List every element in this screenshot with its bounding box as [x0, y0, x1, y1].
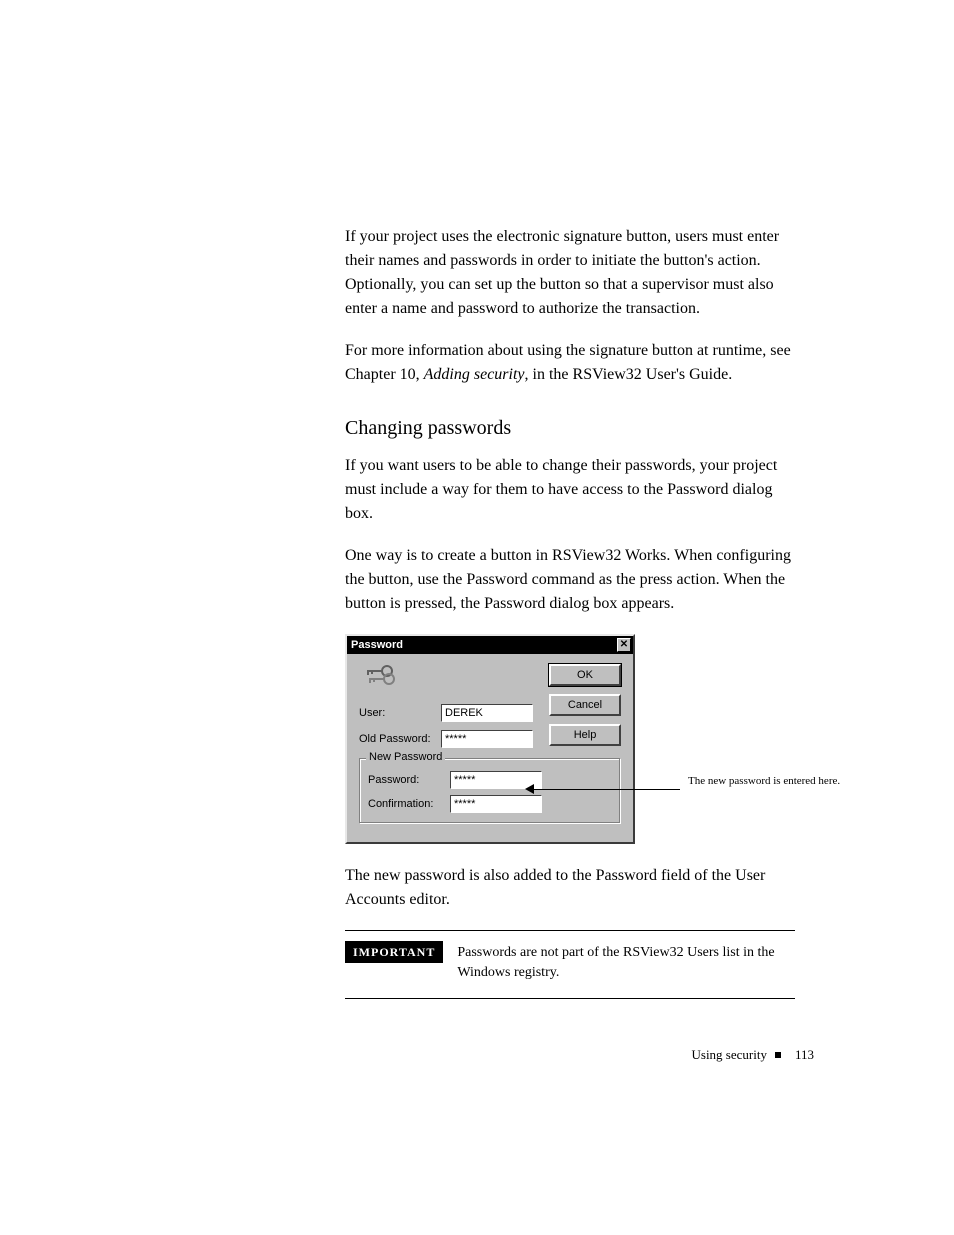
important-label: IMPORTANT — [345, 941, 443, 963]
annotation-text: The new password is entered here. — [688, 775, 888, 788]
password-dialog: Password ✕ OK Cancel Help User: DER — [345, 634, 635, 844]
keys-icon — [365, 664, 397, 688]
new-password-group: New Password Password: ***** Confirmatio… — [359, 758, 621, 824]
button-column: OK Cancel Help — [549, 664, 621, 746]
group-title: New Password — [366, 751, 445, 763]
paragraph-5: The new password is also added to the Pa… — [345, 864, 795, 912]
cancel-button[interactable]: Cancel — [549, 694, 621, 716]
paragraph-2: For more information about using the sig… — [345, 339, 795, 387]
rule-top — [345, 930, 795, 931]
password-label: Password: — [368, 774, 450, 786]
help-button[interactable]: Help — [549, 724, 621, 746]
footer: Using security 113 — [692, 1047, 815, 1063]
dialog-titlebar: Password ✕ — [347, 636, 633, 654]
confirmation-label: Confirmation: — [368, 798, 450, 810]
dialog-title: Password — [351, 639, 403, 651]
important-row: IMPORTANT Passwords are not part of the … — [345, 941, 795, 982]
old-password-input[interactable]: ***** — [441, 730, 533, 748]
footer-text: Using security — [692, 1047, 767, 1063]
footer-square-icon — [775, 1052, 781, 1058]
para2-italic: Adding security — [424, 366, 525, 383]
section-heading: Changing passwords — [345, 417, 795, 440]
paragraph-4: One way is to create a button in RSView3… — [345, 544, 795, 616]
page-number: 113 — [795, 1047, 814, 1063]
close-button[interactable]: ✕ — [617, 638, 631, 652]
confirmation-row: Confirmation: ***** — [368, 795, 612, 813]
paragraph-3: If you want users to be able to change t… — [345, 454, 795, 526]
annotation-arrow-line — [530, 789, 680, 790]
rule-bottom — [345, 998, 795, 999]
dialog-body: OK Cancel Help User: DEREK Old Password:… — [347, 654, 633, 842]
paragraph-1: If your project uses the electronic sign… — [345, 225, 795, 321]
ok-button[interactable]: OK — [549, 664, 621, 686]
important-text: Passwords are not part of the RSView32 U… — [457, 941, 795, 982]
user-label: User: — [359, 707, 441, 719]
para2-b: , in the RSView32 User's Guide. — [525, 366, 733, 383]
password-row: Password: ***** — [368, 771, 612, 789]
confirmation-input[interactable]: ***** — [450, 795, 542, 813]
user-input[interactable]: DEREK — [441, 704, 533, 722]
old-password-label: Old Password: — [359, 733, 441, 745]
